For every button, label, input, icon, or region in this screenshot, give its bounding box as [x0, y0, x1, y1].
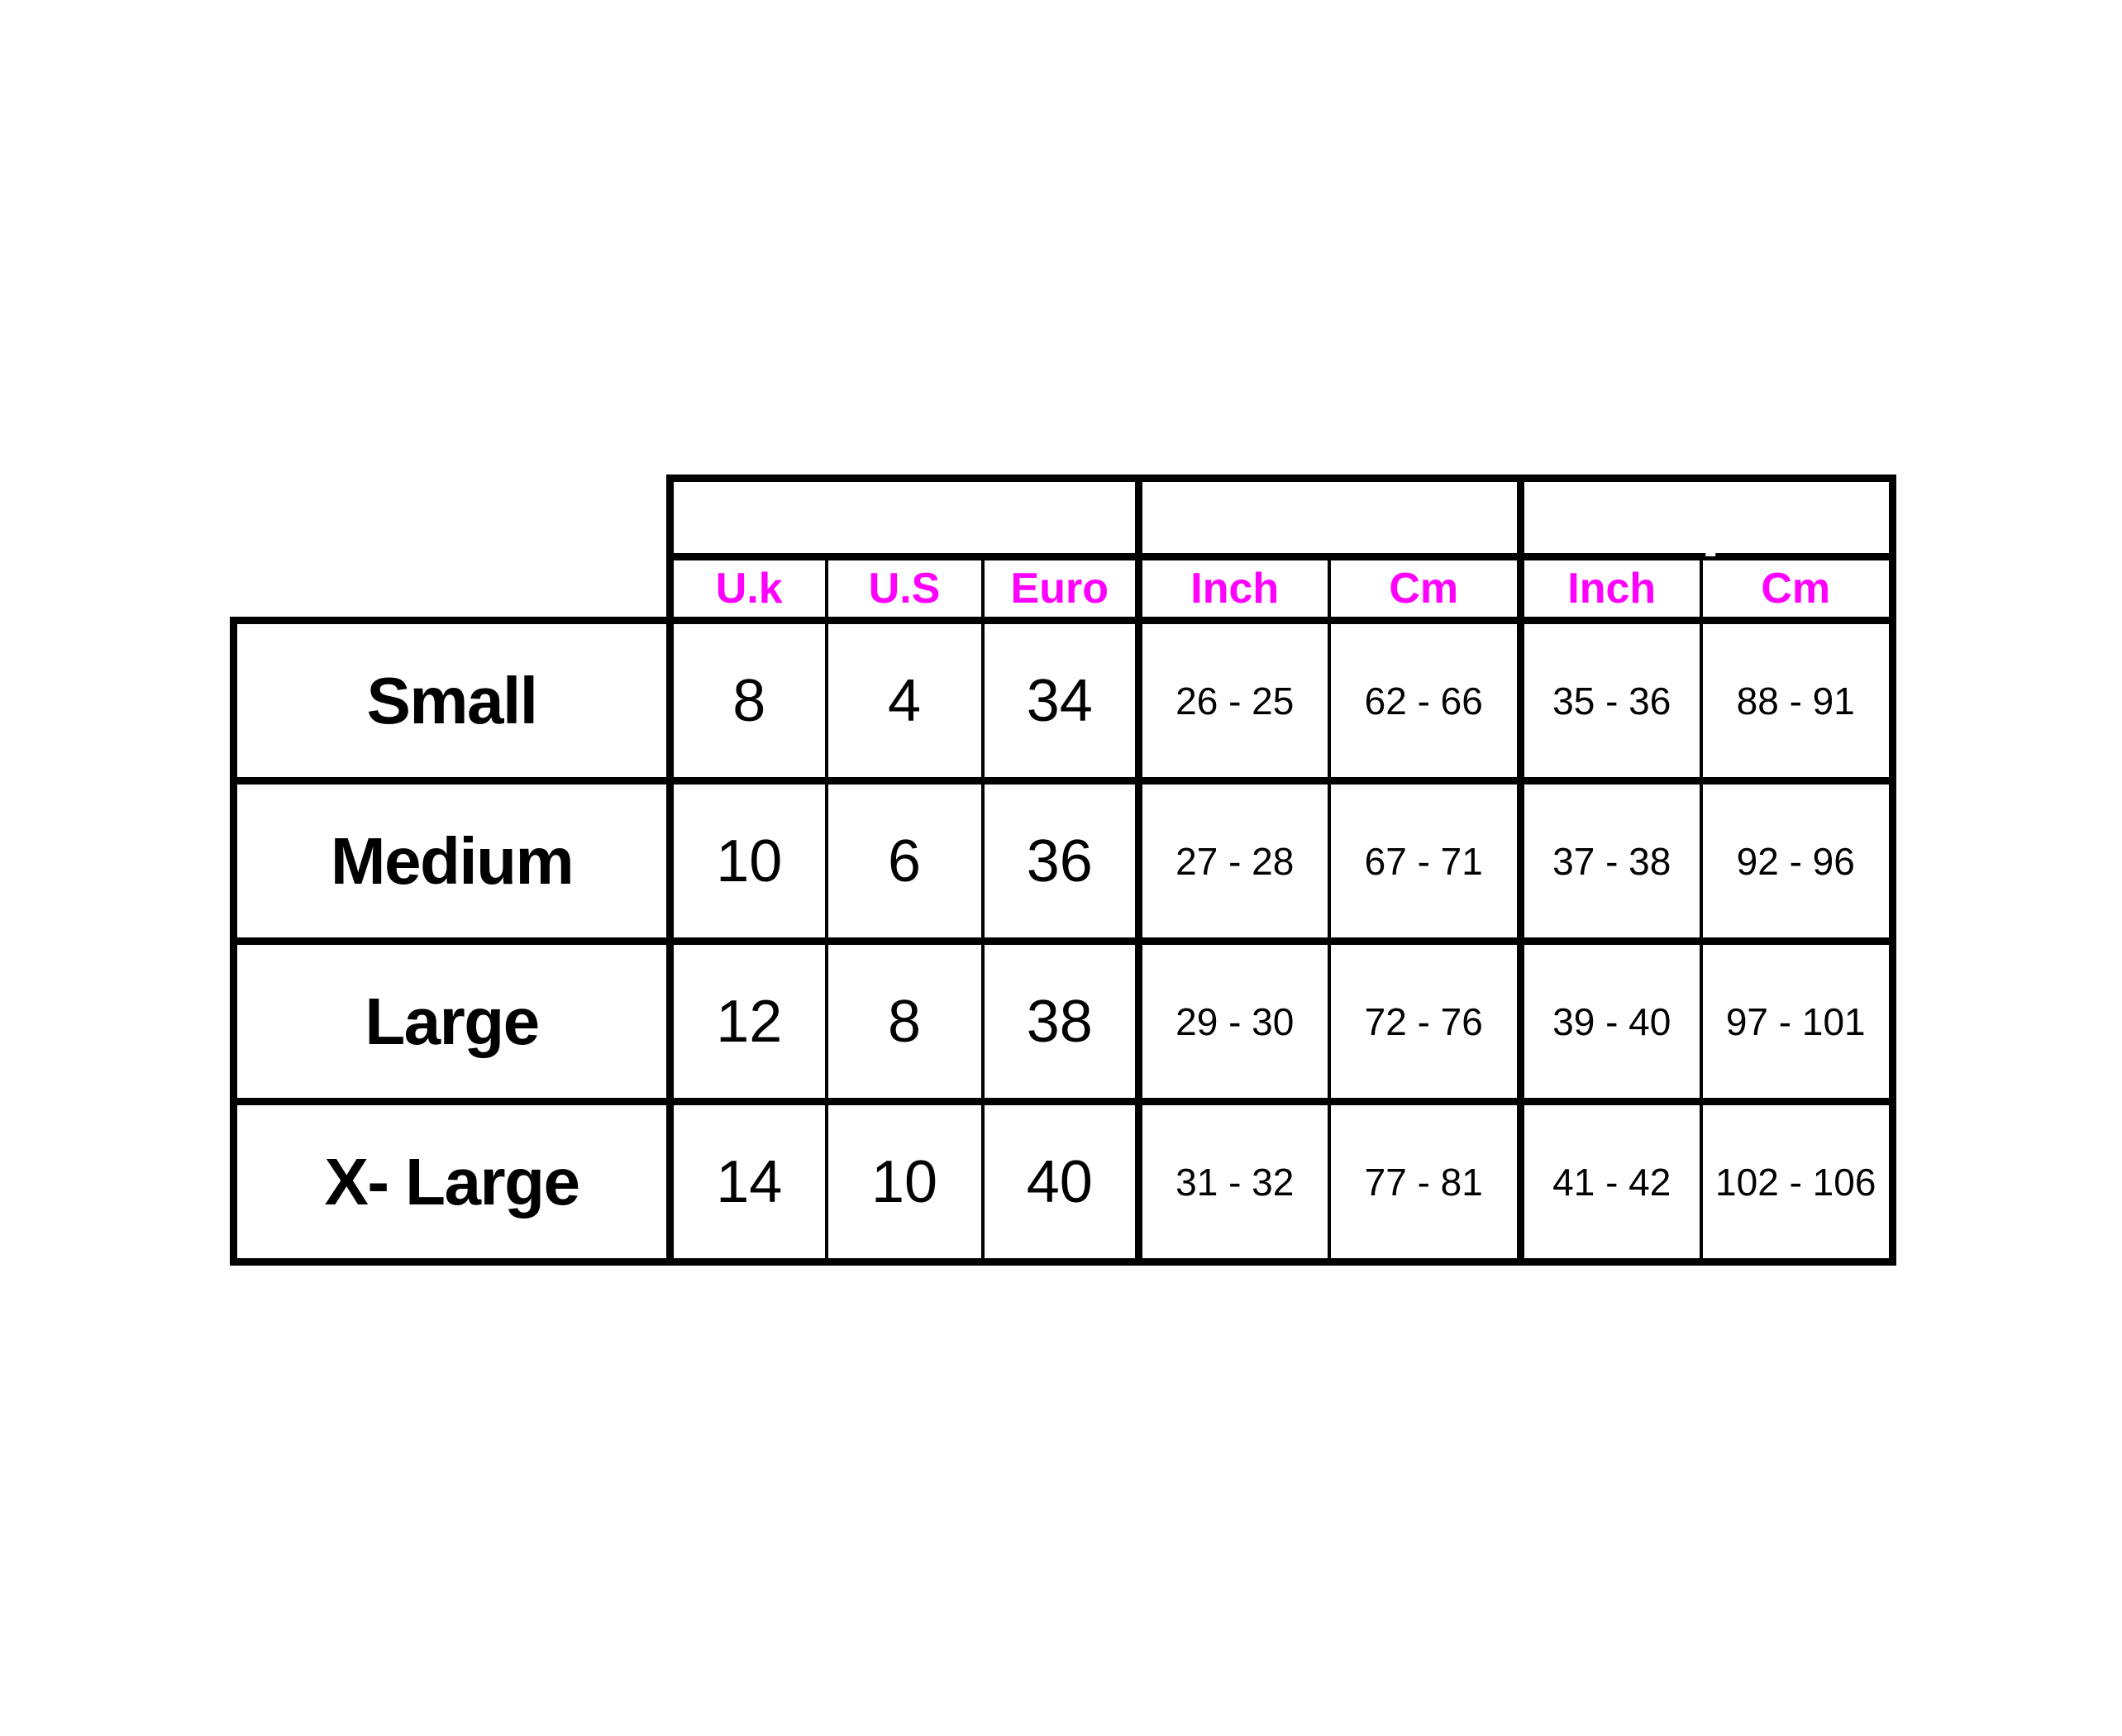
row-label-small: Small [230, 617, 670, 785]
unit-header-hips-cm: Cm [1700, 556, 1896, 624]
cell-x-large-waist-inch: 31 - 32 [1138, 1101, 1331, 1266]
cell-large-hips-inch: 39 - 40 [1520, 941, 1703, 1105]
row-label-large: Large [230, 941, 670, 1105]
unit-header-uk: U.k [666, 556, 828, 624]
size-chart-table: Size Waist Hips U.k U.S Euro Inch Cm Inc… [230, 475, 1896, 1266]
cell-small-us: 4 [826, 617, 985, 785]
cell-large-euro: 38 [982, 941, 1142, 1105]
table-row: X- Large 14 10 40 31 - 32 77 - 81 41 - 4… [230, 1101, 1896, 1266]
cell-small-uk: 8 [666, 617, 828, 785]
row-label-x-large: X- Large [230, 1101, 670, 1266]
cell-x-large-hips-cm: 102 - 106 [1700, 1101, 1896, 1266]
cell-x-large-hips-inch: 41 - 42 [1520, 1101, 1703, 1266]
table-row: Small 8 4 34 26 - 25 62 - 66 35 - 36 88 … [230, 617, 1896, 785]
table-row: Large 12 8 38 29 - 30 72 - 76 39 - 40 97… [230, 941, 1896, 1105]
unit-header-hips-inch: Inch [1520, 556, 1703, 624]
cell-small-waist-inch: 26 - 25 [1138, 617, 1331, 785]
cell-small-euro: 34 [982, 617, 1142, 785]
unit-header-waist-inch: Inch [1138, 556, 1331, 624]
cell-large-us: 8 [826, 941, 985, 1105]
cell-medium-waist-cm: 67 - 71 [1328, 780, 1524, 945]
cell-medium-hips-inch: 37 - 38 [1520, 780, 1703, 945]
cell-large-waist-cm: 72 - 76 [1328, 941, 1524, 1105]
corner-spacer-cell [233, 478, 670, 557]
cell-x-large-euro: 40 [982, 1101, 1142, 1266]
cell-medium-us: 6 [826, 780, 985, 945]
table-row: Medium 10 6 36 27 - 28 67 - 71 37 - 38 9… [230, 780, 1896, 945]
cell-medium-uk: 10 [666, 780, 828, 945]
cell-large-uk: 12 [666, 941, 828, 1105]
cell-large-hips-cm: 97 - 101 [1700, 941, 1896, 1105]
table-group-header-row: Size Waist Hips [233, 475, 1896, 560]
unit-header-euro: Euro [982, 556, 1142, 624]
cell-small-hips-inch: 35 - 36 [1520, 617, 1703, 785]
cell-x-large-us: 10 [826, 1101, 985, 1266]
table-unit-header-row: U.k U.S Euro Inch Cm Inch Cm [233, 556, 1896, 624]
group-header-size: Size [666, 475, 1142, 560]
cell-medium-euro: 36 [982, 780, 1142, 945]
row-label-medium: Medium [230, 780, 670, 945]
group-header-hips: Hips [1520, 475, 1896, 560]
cell-small-waist-cm: 62 - 66 [1328, 617, 1524, 785]
unit-row-spacer-cell [233, 556, 670, 621]
cell-x-large-uk: 14 [666, 1101, 828, 1266]
group-header-waist: Waist [1138, 475, 1524, 560]
unit-header-waist-cm: Cm [1328, 556, 1524, 624]
cell-medium-waist-inch: 27 - 28 [1138, 780, 1331, 945]
unit-header-us: U.S [826, 556, 985, 624]
cell-x-large-waist-cm: 77 - 81 [1328, 1101, 1524, 1266]
cell-large-waist-inch: 29 - 30 [1138, 941, 1331, 1105]
cell-medium-hips-cm: 92 - 96 [1700, 780, 1896, 945]
cell-small-hips-cm: 88 - 91 [1700, 617, 1896, 785]
